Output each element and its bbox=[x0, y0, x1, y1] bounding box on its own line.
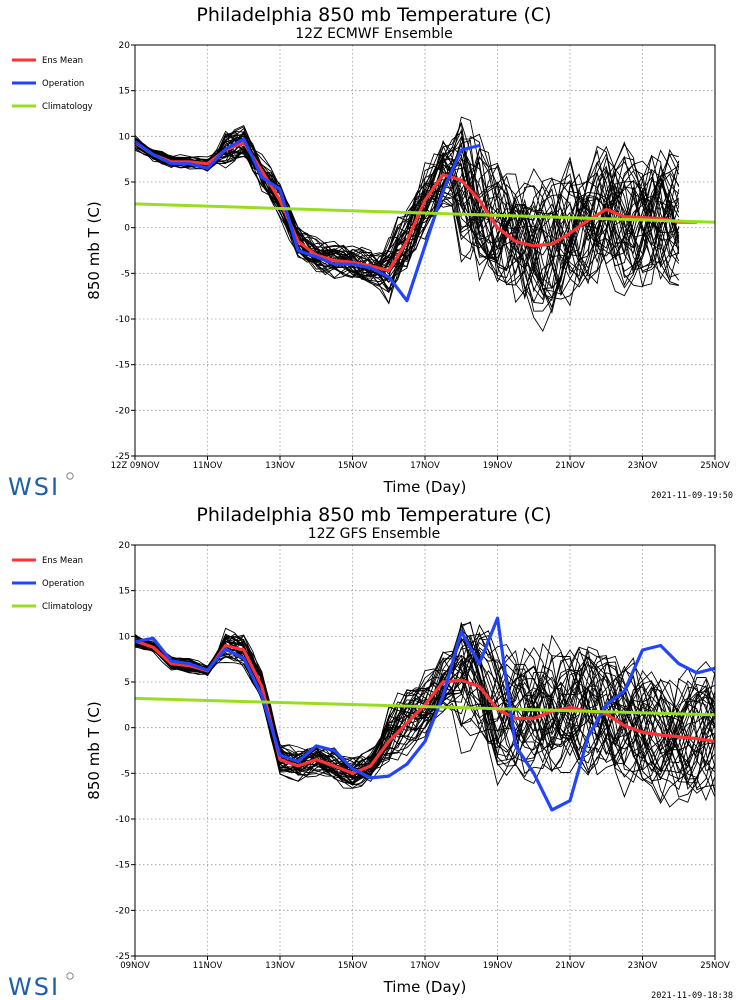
chart-panel-1: Philadelphia 850 mb Temperature (C)12Z E… bbox=[8, 4, 733, 501]
x-tick-label: 17NOV bbox=[410, 961, 440, 971]
x-tick-label: 15NOV bbox=[338, 461, 368, 471]
y-tick-label: -5 bbox=[121, 769, 130, 779]
y-tick-label: 10 bbox=[119, 132, 131, 142]
y-tick-label: 15 bbox=[119, 587, 130, 597]
chart-title: Philadelphia 850 mb Temperature (C) bbox=[196, 4, 551, 26]
legend-label: Operation bbox=[42, 79, 84, 89]
y-tick-label: -10 bbox=[115, 815, 130, 825]
legend-label: Operation bbox=[42, 579, 84, 589]
x-tick-label: 09NOV bbox=[120, 961, 150, 971]
y-tick-label: -25 bbox=[115, 452, 130, 462]
y-tick-label: 15 bbox=[119, 87, 130, 97]
ensemble-member-line bbox=[134, 140, 680, 277]
chart-panel-2: Philadelphia 850 mb Temperature (C)12Z G… bbox=[8, 504, 733, 1000]
x-tick-label: 13NOV bbox=[265, 961, 295, 971]
ensemble-member-line bbox=[134, 637, 716, 779]
y-tick-label: -20 bbox=[115, 406, 130, 416]
y-tick-label: 20 bbox=[119, 41, 131, 51]
wsi-logo: WSI bbox=[8, 473, 60, 501]
y-tick-label: 5 bbox=[124, 178, 130, 188]
y-tick-label: -5 bbox=[121, 269, 130, 279]
ensemble-member-line bbox=[134, 621, 716, 771]
y-tick-label: 10 bbox=[119, 632, 131, 642]
y-axis-label: 850 mb T (C) bbox=[85, 701, 103, 799]
legend-label: Ens Mean bbox=[42, 56, 83, 66]
x-tick-label: 12Z 09NOV bbox=[111, 461, 160, 471]
legend: Ens Mean Operation Climatology bbox=[12, 56, 93, 112]
timestamp: 2021-11-09-18:38 bbox=[651, 991, 733, 1000]
y-tick-label: 20 bbox=[119, 541, 131, 551]
x-tick-label: 19NOV bbox=[483, 461, 513, 471]
ensemble-member-line bbox=[134, 140, 679, 309]
ensemble-member-line bbox=[134, 637, 716, 802]
ensemble-member-line bbox=[134, 641, 716, 798]
x-tick-label: 21NOV bbox=[555, 461, 585, 471]
series-line-operation bbox=[134, 616, 716, 812]
ensemble-member-line bbox=[134, 636, 716, 780]
x-tick-label: 11NOV bbox=[193, 461, 223, 471]
y-tick-label: -15 bbox=[115, 361, 130, 371]
ensemble-member-line bbox=[134, 629, 716, 778]
x-tick-label: 21NOV bbox=[555, 961, 585, 971]
series-line-ens-mean bbox=[134, 639, 716, 775]
y-tick-label: -25 bbox=[115, 952, 130, 962]
ensemble-member-line bbox=[134, 639, 716, 777]
y-tick-label: -10 bbox=[115, 315, 130, 325]
x-tick-label: 19NOV bbox=[483, 961, 513, 971]
y-tick-label: 0 bbox=[124, 724, 130, 734]
ensemble-member-line bbox=[134, 634, 716, 778]
x-tick-label: 23NOV bbox=[628, 461, 658, 471]
grid bbox=[135, 545, 715, 956]
series-line-climatology bbox=[134, 696, 716, 717]
x-tick-label: 13NOV bbox=[265, 461, 295, 471]
y-tick-label: 5 bbox=[124, 678, 130, 688]
legend-label: Ens Mean bbox=[42, 556, 83, 566]
ensemble-member-line bbox=[134, 130, 680, 270]
legend-label: Climatology bbox=[42, 102, 93, 112]
legend: Ens Mean Operation Climatology bbox=[12, 556, 93, 612]
x-tick-label: 25NOV bbox=[700, 461, 730, 471]
y-tick-label: -20 bbox=[115, 906, 130, 916]
x-tick-label: 15NOV bbox=[338, 961, 368, 971]
legend-label: Climatology bbox=[42, 602, 93, 612]
ensemble-member-line bbox=[134, 642, 716, 773]
wsi-logo: WSI bbox=[8, 973, 60, 1000]
ensemble-members bbox=[134, 621, 716, 808]
chart-subtitle: 12Z GFS Ensemble bbox=[308, 526, 441, 542]
y-tick-label: 0 bbox=[124, 224, 130, 234]
logo-mark-icon bbox=[66, 472, 74, 480]
series-line-climatology bbox=[134, 202, 716, 224]
x-tick-label: 23NOV bbox=[628, 961, 658, 971]
logo-mark-icon bbox=[66, 972, 74, 980]
x-tick-label: 11NOV bbox=[193, 961, 223, 971]
ensemble-member-line bbox=[134, 135, 679, 307]
x-axis-label: Time (Day) bbox=[383, 978, 467, 996]
chart-title: Philadelphia 850 mb Temperature (C) bbox=[196, 504, 551, 526]
x-tick-label: 17NOV bbox=[410, 461, 440, 471]
ensemble-member-line bbox=[134, 141, 680, 276]
chart-subtitle: 12Z ECMWF Ensemble bbox=[295, 26, 453, 42]
x-tick-label: 25NOV bbox=[700, 961, 730, 971]
x-axis-label: Time (Day) bbox=[383, 478, 467, 496]
timestamp: 2021-11-09-19:50 bbox=[651, 491, 733, 501]
ensemble-member-line bbox=[134, 140, 680, 297]
y-axis-label: 850 mb T (C) bbox=[85, 201, 103, 299]
series-line-operation bbox=[134, 137, 480, 303]
y-tick-label: -15 bbox=[115, 861, 130, 871]
